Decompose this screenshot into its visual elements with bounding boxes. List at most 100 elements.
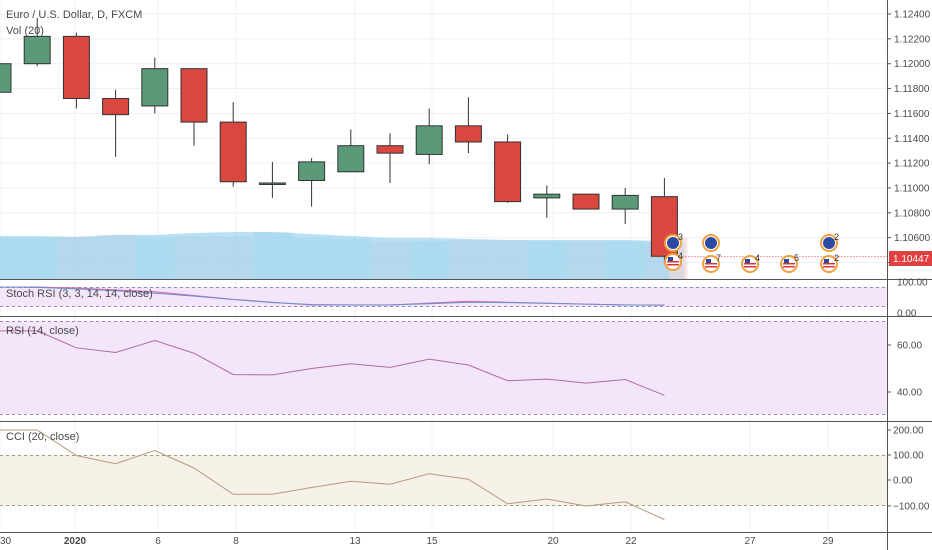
us-flag-event-badge[interactable]: 4: [664, 251, 683, 271]
rsi-line: [0, 330, 665, 396]
candle-body[interactable]: [454, 125, 482, 143]
us-flag-stripe: [744, 266, 756, 268]
price-tick-label: 1.11200: [894, 159, 930, 170]
volume-ma-area: [0, 232, 685, 279]
candle-body[interactable]: [298, 161, 326, 181]
time-tick-label: 30: [0, 536, 12, 547]
us-flag-canton: [668, 257, 673, 261]
us-flag-canton: [745, 259, 750, 263]
rsi-tick-label: 60.00: [897, 341, 922, 352]
economic-events[interactable]: 3 4 7 4 5 2 2: [664, 232, 839, 273]
time-tick-label: 6: [155, 536, 161, 547]
badge-count: 4: [755, 253, 760, 263]
time-tick-label: 13: [349, 536, 361, 547]
stoch-rsi-band: [0, 287, 887, 307]
time-tick-label: 29: [822, 536, 834, 547]
candle-body[interactable]: [572, 193, 600, 210]
us-flag-icon: [705, 258, 717, 270]
us-flag-stripe: [667, 264, 679, 266]
eu-flag-event-badge[interactable]: 3: [664, 232, 683, 252]
badge-count: 4: [678, 251, 683, 261]
price-tick-label: 1.11600: [894, 109, 930, 120]
us-flag-stripe: [783, 263, 795, 265]
candlestick-series[interactable]: [0, 17, 678, 263]
us-flag-event-badge[interactable]: 5: [780, 253, 799, 273]
us-flag-canton: [784, 259, 789, 263]
us-flag-event-badge[interactable]: 4: [741, 253, 760, 273]
time-tick-label: 22: [625, 536, 637, 547]
stoch-axis[interactable]: 100.00 0.00: [897, 278, 928, 320]
badge-count: 5: [794, 253, 799, 263]
candle-body[interactable]: [0, 63, 12, 93]
badge-count: 7: [716, 253, 721, 263]
price-tick-label: 1.12400: [894, 10, 931, 21]
price-tick-label: 1.12000: [894, 59, 931, 70]
volume-bars: [0, 232, 688, 279]
us-flag-stripe: [667, 261, 679, 263]
stoch-tick-label: 100.00: [897, 278, 928, 289]
last-price-tag: 1.10447: [889, 251, 932, 266]
cci-tick-label: 100.00: [893, 451, 924, 462]
badge-count: 2: [834, 232, 839, 242]
candle-body[interactable]: [337, 145, 365, 173]
cci-tick-label: 200.00: [893, 426, 924, 437]
us-flag-event-badge[interactable]: 7: [702, 253, 721, 273]
us-flag-stripe: [744, 263, 756, 265]
price-tick-label: 1.11400: [894, 134, 930, 145]
stoch-rsi-series-line: [0, 286, 665, 306]
rsi-label: RSI (14, close): [6, 325, 79, 337]
time-axis[interactable]: 30 2020 6 8 13 15 20 22 27 29: [0, 536, 834, 547]
rsi-band: [0, 321, 887, 414]
badge-count: 2: [834, 253, 839, 263]
us-flag-icon: [823, 258, 835, 270]
price-tick-label: 1.12200: [894, 34, 931, 45]
price-tick-label: 1.10800: [894, 208, 931, 219]
candle-body[interactable]: [258, 182, 286, 185]
cci-line: [0, 429, 665, 520]
candle-body[interactable]: [141, 68, 169, 107]
rsi-series-line: [0, 330, 665, 396]
candle-body[interactable]: [611, 194, 639, 210]
eu-flag-event-badge[interactable]: 2: [820, 232, 839, 252]
us-flag-stripe: [823, 266, 835, 268]
cci-tick-label: −100.00: [893, 502, 930, 513]
time-tick-label: 15: [426, 536, 438, 547]
candle-body[interactable]: [23, 35, 51, 65]
time-tick-label: 27: [744, 536, 756, 547]
us-flag-stripe: [823, 263, 835, 265]
us-flag-icon: [744, 258, 756, 270]
candle-body[interactable]: [102, 97, 130, 116]
last-price-value: 1.10447: [893, 254, 930, 265]
us-flag-canton: [824, 259, 829, 263]
time-tick-label: 2020: [64, 536, 87, 547]
candle-body[interactable]: [219, 121, 247, 183]
last-price-tag-bg: [889, 251, 932, 266]
stoch-rsi-lines: [0, 286, 665, 306]
symbol-title: Euro / U.S. Dollar, D, FXCM: [6, 9, 142, 21]
candle-body[interactable]: [533, 193, 561, 199]
eu-flag-icon: [705, 237, 717, 249]
rsi-axis[interactable]: 60.00 40.00: [887, 341, 922, 399]
price-tick-label: 1.11800: [894, 84, 930, 95]
candle-body[interactable]: [415, 125, 443, 155]
candle-body[interactable]: [376, 145, 404, 154]
cci-band: [0, 455, 887, 506]
eu-flag-icon: [823, 237, 835, 249]
price-tick-label: 1.10600: [894, 233, 931, 244]
volume-label: Vol (20): [6, 25, 44, 37]
badge-count: 3: [678, 232, 683, 242]
stoch-tick-label: 0.00: [897, 309, 917, 320]
candle-body[interactable]: [62, 35, 90, 99]
us-flag-event-badge[interactable]: 2: [820, 253, 839, 273]
cci-label: CCI (20, close): [6, 431, 79, 443]
us-flag-stripe: [783, 266, 795, 268]
cci-axis[interactable]: 200.00 100.00 0.00 −100.00: [887, 426, 930, 513]
us-flag-stripe: [705, 266, 717, 268]
candle-body[interactable]: [494, 141, 522, 203]
time-tick-label: 8: [233, 536, 239, 547]
stoch-rsi-label: Stoch RSI (3, 3, 14, 14, close): [6, 288, 153, 300]
candle-body[interactable]: [180, 68, 208, 123]
eu-flag-event-badge[interactable]: [702, 234, 720, 252]
price-axis[interactable]: 1.12400 1.12200 1.12000 1.11800 1.11600 1.114…: [887, 10, 931, 270]
